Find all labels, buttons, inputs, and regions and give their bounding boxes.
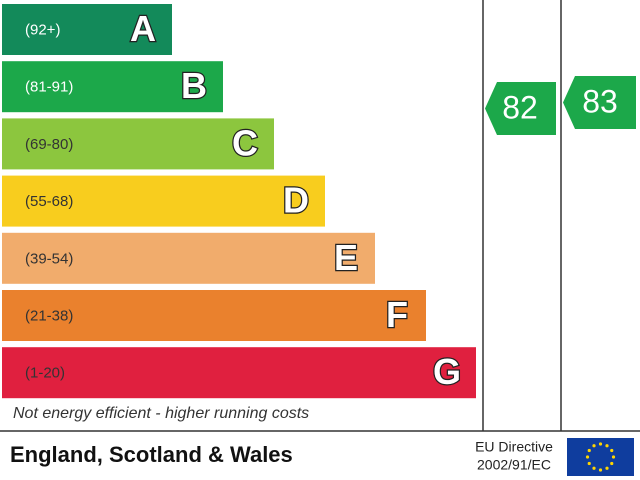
band-letter: B	[181, 65, 207, 106]
bottom-note: Not energy efficient - higher running co…	[13, 405, 309, 422]
band-bar	[2, 290, 426, 341]
band-range: (39-54)	[25, 250, 73, 267]
flag-star	[605, 444, 609, 448]
band-range: (1-20)	[25, 365, 65, 382]
current-rating: 82	[485, 82, 556, 135]
band-letter: C	[232, 122, 258, 163]
bands: (92+) A (81-91) B (69-80) C (55-68) D (39-54) E (2…	[2, 4, 476, 399]
flag-star	[587, 448, 591, 453]
potential-rating: 83	[563, 76, 636, 129]
band-range: (81-91)	[25, 79, 73, 96]
flag-star	[598, 442, 603, 446]
band-bar	[2, 61, 223, 113]
band-letter: D	[283, 180, 309, 221]
potential-score: 83	[582, 83, 618, 119]
flag-star	[605, 466, 609, 470]
current-score: 82	[502, 89, 538, 125]
band-bar	[2, 347, 476, 399]
band-bar	[2, 4, 172, 55]
band-letter: E	[334, 237, 358, 278]
band-letter: A	[130, 8, 156, 49]
band-range: (69-80)	[25, 136, 73, 153]
flag-star	[587, 461, 591, 466]
flag-star	[611, 455, 616, 459]
flag-star	[598, 468, 603, 472]
flag-star	[585, 455, 590, 459]
flag-star	[592, 444, 596, 448]
band-letter: G	[433, 351, 461, 392]
directive-line: EU Directive	[475, 439, 553, 455]
band-bar	[2, 232, 375, 284]
band-bar	[2, 175, 325, 227]
eu-flag	[567, 438, 634, 476]
band-range: (92+)	[25, 21, 60, 38]
band-letter: F	[386, 294, 408, 335]
band-range: (55-68)	[25, 193, 73, 210]
directive-line: 2002/91/EC	[477, 457, 551, 473]
flag-star	[592, 466, 596, 470]
flag-star	[610, 448, 614, 453]
band-bar	[2, 118, 274, 170]
flag-star	[610, 461, 614, 466]
region-label: England, Scotland & Wales	[10, 442, 293, 467]
band-range: (21-38)	[25, 307, 73, 324]
